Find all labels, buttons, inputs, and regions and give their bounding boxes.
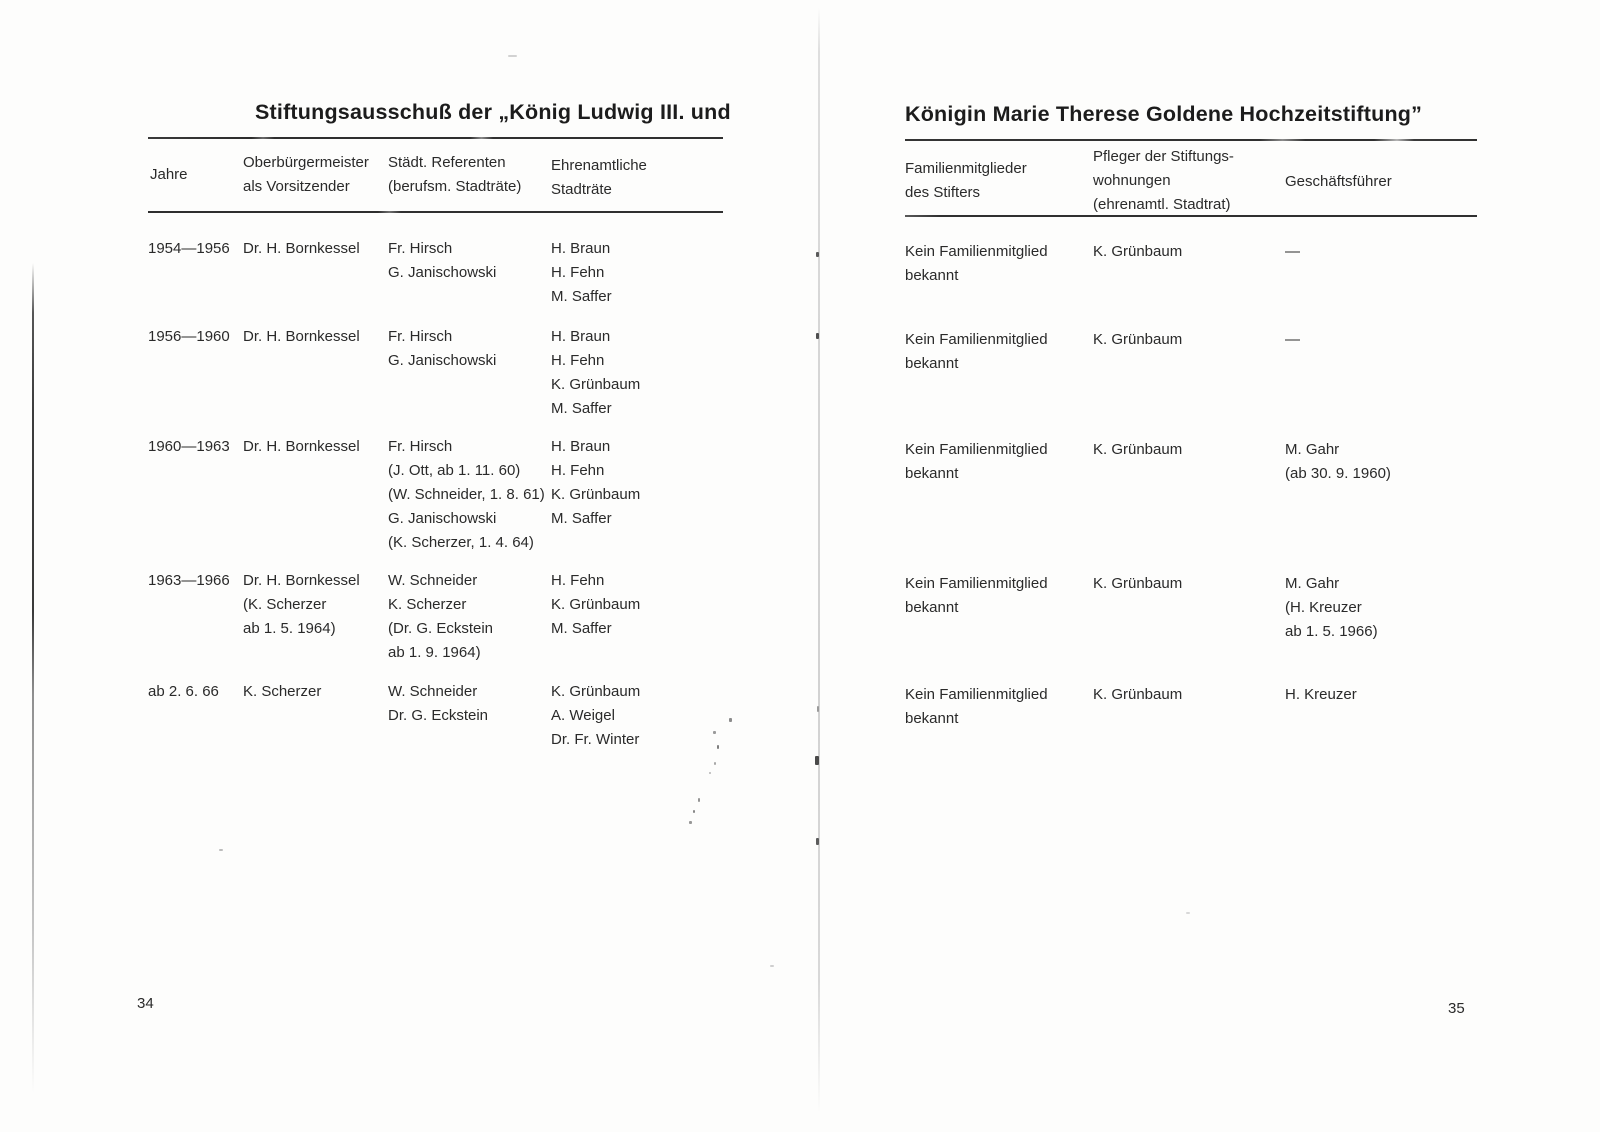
scan-speck: [698, 798, 700, 802]
cell-geschaeftsfuehrer: —: [1285, 331, 1300, 348]
cell-stadtraete: H. Braun H. Fehn K. Grünbaum M. Saffer: [551, 438, 641, 527]
cell-oberbuergermeister: Dr. H. Bornkessel (K. Scherzer ab 1. 5. …: [243, 572, 360, 637]
cell-oberbuergermeister: K. Scherzer: [243, 683, 322, 700]
scan-speck: [1186, 912, 1190, 914]
scan-speck: [717, 745, 719, 749]
cell-stadtraete: K. Grünbaum A. Weigel Dr. Fr. Winter: [551, 683, 641, 748]
scan-speck: [816, 252, 819, 257]
cell-oberbuergermeister: Dr. H. Bornkessel: [243, 328, 360, 345]
cell-stadtraete: H. Braun H. Fehn K. Grünbaum M. Saffer: [551, 328, 641, 417]
scan-speck: [508, 55, 517, 57]
scan-speck: [709, 772, 711, 774]
cell-oberbuergermeister: Dr. H. Bornkessel: [243, 438, 360, 455]
scan-speck: [815, 756, 819, 765]
scan-speck: [770, 965, 774, 967]
cell-jahre: 1954—1956: [148, 240, 230, 257]
scan-speck: [816, 333, 819, 339]
cell-jahre: 1960—1963: [148, 438, 230, 455]
right-page-title: Königin Marie Therese Goldene Hochzeitst…: [905, 102, 1423, 127]
cell-jahre: ab 2. 6. 66: [148, 683, 219, 700]
left-table-rule-header-bottom: [148, 211, 723, 213]
scan-speck: [693, 810, 695, 813]
left-header-stadtraete: Ehrenamtliche Stadträte: [551, 157, 647, 198]
right-table-rule-header-bottom: [905, 215, 1477, 217]
cell-stadtraete: H. Braun H. Fehn M. Saffer: [551, 240, 612, 305]
right-table-rule-top: [905, 139, 1477, 141]
cell-referenten: W. Schneider K. Scherzer (Dr. G. Eckstei…: [388, 572, 494, 661]
left-page-number: 34: [137, 995, 154, 1012]
left-header-referenten: Städt. Referenten (berufsm. Stadträte): [388, 154, 522, 195]
scan-speck: [219, 849, 223, 851]
cell-geschaeftsfuehrer: —: [1285, 243, 1300, 260]
cell-jahre: 1956—1960: [148, 328, 230, 345]
cell-pfleger: K. Grünbaum: [1093, 686, 1183, 703]
cell-oberbuergermeister: Dr. H. Bornkessel: [243, 240, 360, 257]
cell-referenten: W. Schneider Dr. G. Eckstein: [388, 683, 489, 724]
right-header-pfleger: Pfleger der Stiftungs- wohnungen (ehrena…: [1093, 148, 1234, 213]
cell-geschaeftsfuehrer: H. Kreuzer: [1285, 686, 1357, 703]
cell-pfleger: K. Grünbaum: [1093, 441, 1183, 458]
cell-pfleger: K. Grünbaum: [1093, 243, 1183, 260]
cell-geschaeftsfuehrer: M. Gahr (H. Kreuzer ab 1. 5. 1966): [1285, 575, 1378, 640]
scan-speck: [713, 731, 716, 734]
scan-speck: [689, 821, 692, 824]
right-header-geschaeftsfuehrer: Geschäftsführer: [1285, 173, 1392, 190]
scan-speck: [714, 762, 716, 765]
scan-speck: [729, 718, 732, 722]
cell-familienmitglieder: Kein Familienmitglied bekannt: [905, 331, 1048, 372]
left-header-oberbuergermeister: Oberbürgermeister als Vorsitzender: [243, 154, 369, 195]
cell-familienmitglieder: Kein Familienmitglied bekannt: [905, 441, 1048, 482]
page-left-edge-line: [32, 263, 34, 1093]
cell-familienmitglieder: Kein Familienmitglied bekannt: [905, 243, 1048, 284]
scan-speck: [817, 706, 819, 712]
cell-pfleger: K. Grünbaum: [1093, 575, 1183, 592]
cell-referenten: Fr. Hirsch (J. Ott, ab 1. 11. 60) (W. Sc…: [388, 438, 545, 551]
cell-geschaeftsfuehrer: M. Gahr (ab 30. 9. 1960): [1285, 441, 1391, 482]
cell-familienmitglieder: Kein Familienmitglied bekannt: [905, 686, 1048, 727]
cell-pfleger: K. Grünbaum: [1093, 331, 1183, 348]
left-table-rule-top: [148, 137, 723, 139]
cell-jahre: 1963—1966: [148, 572, 230, 589]
scan-speck: [816, 838, 819, 845]
cell-familienmitglieder: Kein Familienmitglied bekannt: [905, 575, 1048, 616]
left-page-title: Stiftungsausschuß der „König Ludwig III.…: [255, 100, 731, 125]
cell-stadtraete: H. Fehn K. Grünbaum M. Saffer: [551, 572, 641, 637]
right-page-number: 35: [1448, 1000, 1465, 1017]
right-header-familienmitglieder: Familienmitglieder des Stifters: [905, 160, 1027, 201]
cell-referenten: Fr. Hirsch G. Janischowski: [388, 328, 497, 369]
left-header-jahre: Jahre: [150, 166, 188, 183]
page-gutter-fold: [818, 8, 820, 1113]
cell-referenten: Fr. Hirsch G. Janischowski: [388, 240, 497, 281]
